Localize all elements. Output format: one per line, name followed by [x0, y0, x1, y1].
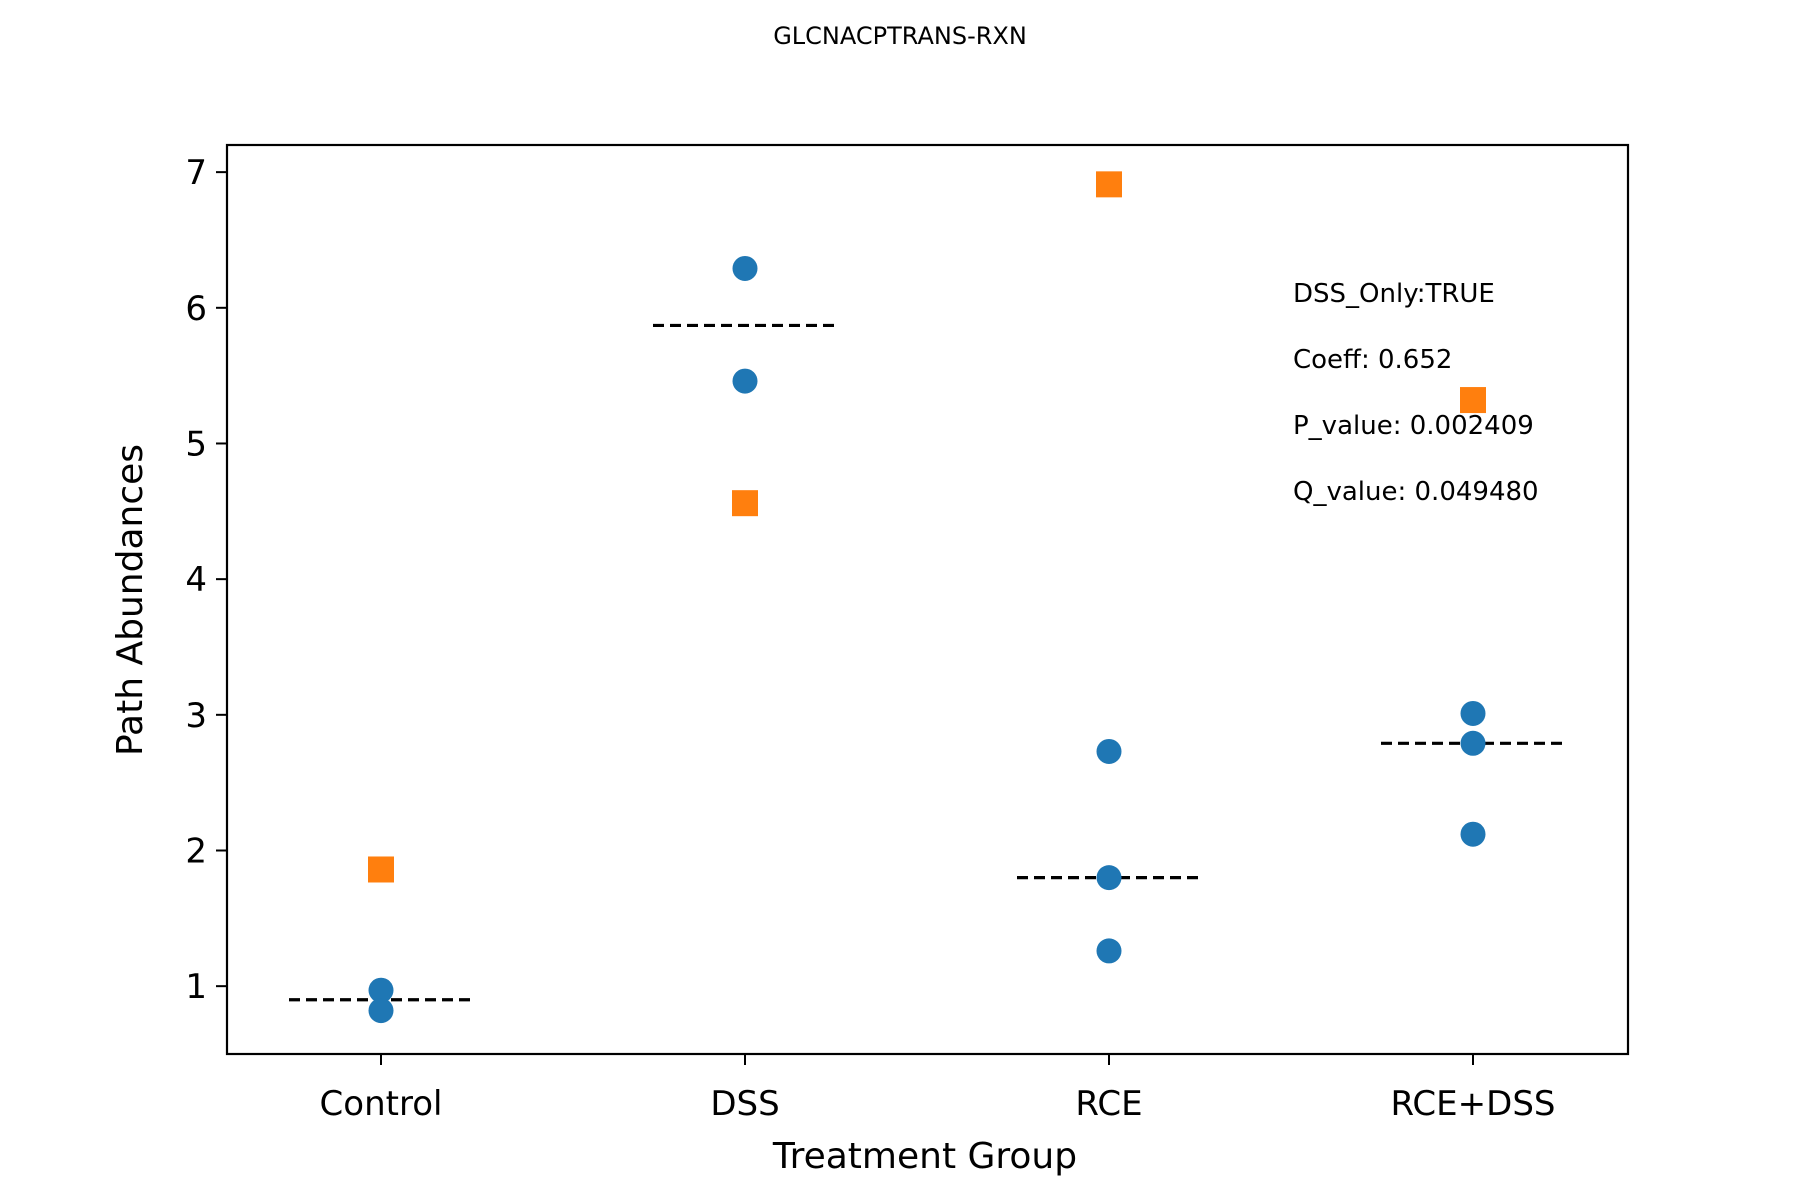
y-tick-label: 4 — [185, 560, 207, 600]
data-points — [368, 171, 1486, 1024]
annotation-line: DSS_Only:TRUE — [1293, 279, 1495, 309]
data-point-square — [1460, 387, 1486, 414]
y-tick-label: 6 — [185, 289, 207, 329]
data-point-circle — [1460, 700, 1486, 726]
data-point-circle — [1460, 821, 1486, 847]
y-tick-label: 7 — [185, 153, 207, 193]
data-point-circle — [1096, 738, 1122, 764]
plot-frame — [225, 143, 1630, 1056]
data-point-circle — [732, 255, 758, 281]
annotation-line: Q_value: 0.049480 — [1293, 477, 1539, 507]
data-point-circle — [368, 998, 394, 1024]
data-point-square — [1096, 171, 1122, 198]
y-tick-label: 2 — [185, 831, 207, 871]
data-point-square — [732, 490, 758, 517]
y-tick-label: 5 — [185, 424, 207, 464]
data-point-square — [368, 856, 394, 883]
y-tick-label: 3 — [185, 696, 207, 736]
x-tick-label: Control — [320, 1084, 443, 1124]
annotation-line: P_value: 0.002409 — [1293, 411, 1534, 441]
x-tick-label: RCE — [1075, 1084, 1142, 1124]
x-axis-label: Treatment Group — [772, 1136, 1077, 1177]
y-axis: 1 2 3 4 5 6 7 — [185, 153, 227, 1007]
y-tick-label: 1 — [185, 967, 207, 1007]
y-axis-label: Path Abundances — [110, 444, 151, 756]
data-point-circle — [1096, 865, 1122, 891]
x-tick-label: RCE+DSS — [1391, 1084, 1556, 1124]
data-point-circle — [1460, 730, 1486, 756]
x-tick-label: DSS — [710, 1084, 779, 1124]
data-point-circle — [368, 977, 394, 1003]
x-axis: Control DSS RCE RCE+DSS — [320, 1054, 1556, 1124]
plot-area — [225, 143, 1630, 1056]
annotation-line: Coeff: 0.652 — [1293, 345, 1452, 375]
stats-annotations: DSS_Only:TRUE Coeff: 0.652 P_value: 0.0024… — [1293, 279, 1539, 507]
data-point-circle — [732, 368, 758, 394]
data-point-circle — [1096, 938, 1122, 964]
chart-title: GLCNACPTRANS-RXN — [773, 22, 1027, 50]
